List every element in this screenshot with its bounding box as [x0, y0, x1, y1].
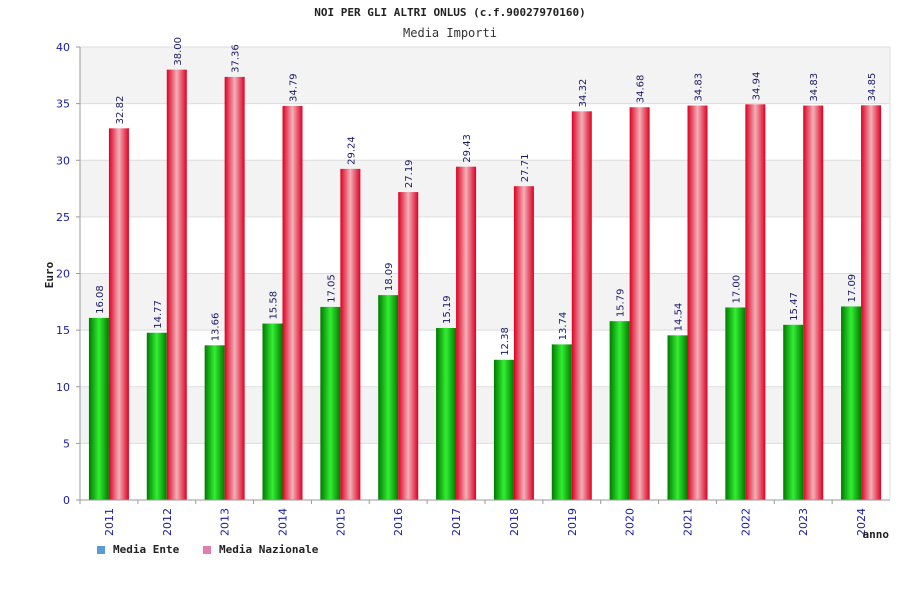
grid-band [80, 47, 890, 104]
bar-ente [551, 344, 572, 500]
y-tick-label: 5 [63, 437, 70, 450]
data-label: 34.83 [694, 73, 705, 102]
data-label: 37.36 [231, 44, 242, 73]
data-label: 12.38 [500, 327, 511, 356]
y-tick-label: 0 [63, 494, 70, 507]
data-label: 18.09 [384, 262, 395, 291]
legend-item-ente: Media Ente [97, 543, 179, 556]
data-label: 29.24 [346, 136, 357, 165]
data-label: 17.09 [847, 274, 858, 303]
bar-nazionale [687, 105, 708, 501]
bar-nazionale [282, 106, 303, 501]
data-label: 34.32 [578, 79, 589, 108]
data-label: 16.08 [95, 285, 106, 314]
legend-label-ente: Media Ente [113, 543, 180, 556]
y-tick-label: 20 [56, 268, 70, 281]
bar-nazionale [629, 107, 650, 501]
bar-nazionale [456, 166, 477, 500]
data-label: 13.66 [211, 313, 222, 342]
bar-nazionale [513, 186, 534, 500]
bar-nazionale [398, 192, 419, 501]
bar-ente [493, 359, 514, 500]
bar-nazionale [571, 111, 592, 501]
bar-ente [378, 295, 399, 500]
data-label: 27.19 [404, 159, 415, 188]
data-label: 34.94 [751, 72, 762, 101]
data-label: 34.79 [289, 73, 300, 102]
x-tick-label: 2012 [161, 508, 174, 536]
legend-swatch-ente [97, 545, 105, 554]
y-tick-label: 35 [56, 98, 70, 111]
data-label: 17.05 [326, 274, 337, 303]
x-tick-label: 2019 [566, 508, 579, 536]
y-axis-label: Euro [43, 261, 56, 288]
legend-item-nazionale: Media Nazionale [203, 543, 318, 556]
x-tick-label: 2016 [392, 508, 405, 536]
y-tick-label: 10 [56, 381, 70, 394]
data-label: 34.85 [867, 73, 878, 102]
x-axis: 2011 2012 2013 2014 2015 2016 2017 2018 2019 2020… [79, 499, 890, 536]
x-tick-label: 2015 [334, 508, 347, 536]
bars: 16.08 32.82 14.77 38.00 13.66 37.36 15.58 34.79… [88, 37, 882, 501]
x-axis-label: anno [863, 528, 890, 541]
bar-ente [436, 327, 457, 500]
data-label: 15.79 [616, 289, 627, 318]
grid-bands [80, 47, 890, 444]
data-label: 15.58 [269, 291, 280, 320]
data-label: 34.83 [809, 73, 820, 102]
data-label: 17.00 [731, 275, 742, 304]
data-label: 34.68 [636, 75, 647, 104]
chart-subtitle: Media Importi [403, 26, 497, 40]
data-label: 15.47 [789, 292, 800, 321]
bar-ente [783, 324, 804, 500]
bar-nazionale [861, 105, 882, 500]
data-label: 27.71 [520, 154, 531, 183]
bar-nazionale [224, 76, 245, 500]
bar-nazionale [745, 104, 766, 500]
bar-ente [146, 332, 167, 500]
bar-ente [320, 306, 341, 500]
bar-ente [841, 306, 862, 500]
x-tick-label: 2017 [450, 508, 463, 536]
data-label: 29.43 [462, 134, 473, 163]
x-tick-label: 2013 [219, 508, 232, 536]
bar-ente [88, 317, 109, 500]
data-label: 38.00 [173, 37, 184, 66]
bar-nazionale [166, 69, 187, 501]
grid-band [80, 160, 890, 217]
chart-title: NOI PER GLI ALTRI ONLUS (c.f.90027970160… [314, 6, 586, 19]
x-tick-label: 2014 [277, 508, 290, 536]
bar-ente [609, 321, 630, 500]
y-tick-label: 30 [56, 154, 70, 167]
y-tick-label: 40 [56, 41, 70, 54]
y-tick-label: 15 [56, 324, 70, 337]
bar-ente [725, 307, 746, 500]
data-label: 13.74 [558, 312, 569, 341]
legend-swatch-nazionale [203, 545, 211, 554]
x-tick-label: 2022 [739, 508, 752, 536]
bar-nazionale [803, 105, 824, 501]
data-label: 14.77 [153, 300, 164, 329]
x-tick-label: 2018 [508, 508, 521, 536]
bar-ente [262, 323, 283, 500]
legend-label-nazionale: Media Nazionale [219, 543, 319, 556]
data-label: 14.54 [674, 303, 685, 332]
x-tick-label: 2021 [682, 508, 695, 536]
x-tick-label: 2011 [103, 508, 116, 536]
bar-ente [204, 345, 225, 500]
x-tick-label: 2024 [855, 508, 868, 536]
bar-nazionale [340, 168, 361, 500]
data-label: 32.82 [115, 96, 126, 125]
bar-ente [667, 335, 688, 500]
x-tick-label: 2023 [797, 508, 810, 536]
grid-band [80, 386, 890, 444]
y-tick-label: 25 [56, 211, 70, 224]
x-tick-label: 2020 [624, 508, 637, 536]
grid-band [80, 273, 890, 331]
y-axis: 0 5 10 15 20 25 30 35 40 [56, 41, 81, 507]
data-label: 15.19 [442, 295, 453, 324]
bar-nazionale [108, 128, 129, 500]
